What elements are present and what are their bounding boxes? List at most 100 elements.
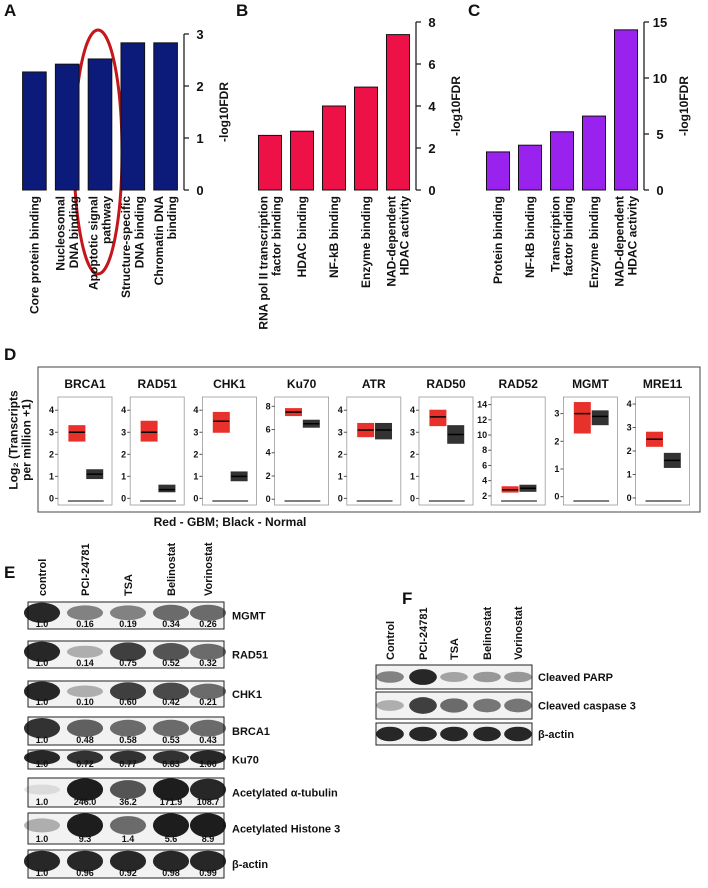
band bbox=[152, 813, 190, 838]
y-tick-label: 1 bbox=[627, 469, 632, 479]
quantification: 108.7 bbox=[197, 797, 220, 807]
bar bbox=[289, 130, 315, 191]
row-label: BRCA1 bbox=[232, 726, 270, 738]
lane-header: PCI-24781 bbox=[80, 543, 92, 596]
y-tick-label: 4 bbox=[121, 405, 126, 415]
subplot-title: MGMT bbox=[572, 377, 609, 391]
quantification: 0.26 bbox=[199, 619, 217, 629]
box bbox=[140, 420, 158, 442]
x-tick-label: Protein binding bbox=[491, 196, 505, 284]
band bbox=[23, 602, 61, 623]
band bbox=[109, 605, 147, 621]
x-tick-label: Structure-specificDNA binding bbox=[119, 196, 146, 298]
band bbox=[66, 750, 104, 765]
quantification: 0.75 bbox=[119, 658, 137, 668]
x-tick-label: Apoptotic signalpathway bbox=[86, 196, 113, 290]
subplot-frame bbox=[57, 396, 113, 506]
y-tick-label: 14 bbox=[477, 400, 487, 410]
bar bbox=[257, 134, 283, 191]
quantification: 0.19 bbox=[119, 619, 137, 629]
subplot-title: ATR bbox=[362, 377, 386, 391]
band bbox=[109, 850, 147, 872]
row-label: β-actin bbox=[232, 859, 268, 871]
subplot-frame bbox=[346, 396, 402, 506]
row-label: Cleaved caspase 3 bbox=[538, 701, 636, 713]
caption: Red - GBM; Black - Normal bbox=[154, 515, 307, 529]
y-tick-label: 1 bbox=[193, 471, 198, 481]
y-tick-label: 10 bbox=[653, 71, 667, 86]
band bbox=[376, 700, 404, 711]
band bbox=[504, 671, 532, 683]
band bbox=[504, 726, 532, 742]
x-tick-label: Core protein binding bbox=[27, 196, 41, 314]
quantification: 1.0 bbox=[36, 735, 49, 745]
quantification: 246.0 bbox=[74, 797, 97, 807]
y-tick-label: 1 bbox=[410, 471, 415, 481]
band bbox=[152, 682, 190, 701]
panel-label: E bbox=[4, 563, 15, 582]
lane-header: Belinostat bbox=[482, 606, 494, 660]
band bbox=[189, 719, 227, 737]
y-tick-label: 4 bbox=[49, 405, 54, 415]
band bbox=[109, 642, 147, 662]
subplot-frame bbox=[201, 396, 257, 506]
y-tick-label: 6 bbox=[428, 57, 435, 72]
row-label: Cleaved PARP bbox=[538, 672, 613, 684]
band bbox=[504, 698, 532, 713]
y-tick-label: 0 bbox=[656, 183, 663, 198]
band bbox=[66, 813, 104, 838]
quantification: 36.2 bbox=[119, 797, 137, 807]
x-tick-label: Chromatin DNAbinding bbox=[152, 196, 179, 286]
quantification: 171.9 bbox=[160, 797, 183, 807]
quantification: 0.60 bbox=[119, 697, 137, 707]
quantification: 1.0 bbox=[36, 868, 49, 878]
x-tick-label: NucleosomalDNA binding bbox=[54, 196, 81, 271]
y-tick-label: 2 bbox=[338, 449, 343, 459]
quantification: 0.77 bbox=[119, 759, 137, 769]
x-tick-label: Enzyme binding bbox=[359, 196, 373, 288]
band bbox=[440, 671, 468, 683]
band bbox=[152, 604, 190, 621]
lane-header: Belinostat bbox=[166, 542, 178, 596]
subplot-title: RAD52 bbox=[499, 377, 539, 391]
y-axis-label: -log10FDR bbox=[217, 82, 231, 142]
y-tick-label: 2 bbox=[482, 491, 487, 501]
y-tick-label: 3 bbox=[49, 427, 54, 437]
band bbox=[189, 750, 227, 765]
quantification: 5.6 bbox=[165, 834, 178, 844]
y-tick-label: 2 bbox=[428, 141, 435, 156]
y-tick-label: 0 bbox=[196, 183, 203, 198]
bar bbox=[353, 86, 379, 191]
x-tick-label: NF-kB binding bbox=[523, 196, 537, 278]
subplot-title: MRE11 bbox=[643, 377, 683, 391]
subplot-title: CHK1 bbox=[213, 377, 246, 391]
panel-label: B bbox=[236, 1, 248, 20]
band bbox=[152, 778, 190, 801]
band bbox=[66, 605, 104, 621]
y-tick-label: 3 bbox=[627, 423, 632, 433]
y-tick-label: 4 bbox=[428, 99, 436, 114]
subplot-title: BRCA1 bbox=[64, 377, 106, 391]
lane-header: Control bbox=[385, 621, 397, 660]
band bbox=[23, 681, 61, 702]
bar bbox=[549, 131, 575, 191]
subplot-frame bbox=[635, 396, 690, 506]
band bbox=[66, 719, 104, 737]
subplot-frame bbox=[129, 396, 185, 506]
lane-header: Vorinostat bbox=[513, 606, 525, 660]
y-tick-label: 2 bbox=[121, 449, 126, 459]
x-tick-label: NF-kB binding bbox=[327, 196, 341, 278]
row-label: CHK1 bbox=[232, 689, 262, 701]
band bbox=[23, 784, 61, 795]
quantification: 1.0 bbox=[36, 759, 49, 769]
panel-d-frame bbox=[37, 366, 701, 513]
quantification: 1.0 bbox=[36, 697, 49, 707]
y-tick-label: 2 bbox=[554, 436, 559, 446]
y-tick-label: 0 bbox=[49, 493, 54, 503]
y-tick-label: 4 bbox=[193, 405, 198, 415]
x-tick-label: Transcriptionfactor binding bbox=[548, 196, 575, 276]
lane-header: TSA bbox=[449, 638, 461, 660]
bar bbox=[120, 42, 146, 191]
row-label: Ku70 bbox=[232, 755, 259, 767]
band bbox=[23, 818, 61, 833]
